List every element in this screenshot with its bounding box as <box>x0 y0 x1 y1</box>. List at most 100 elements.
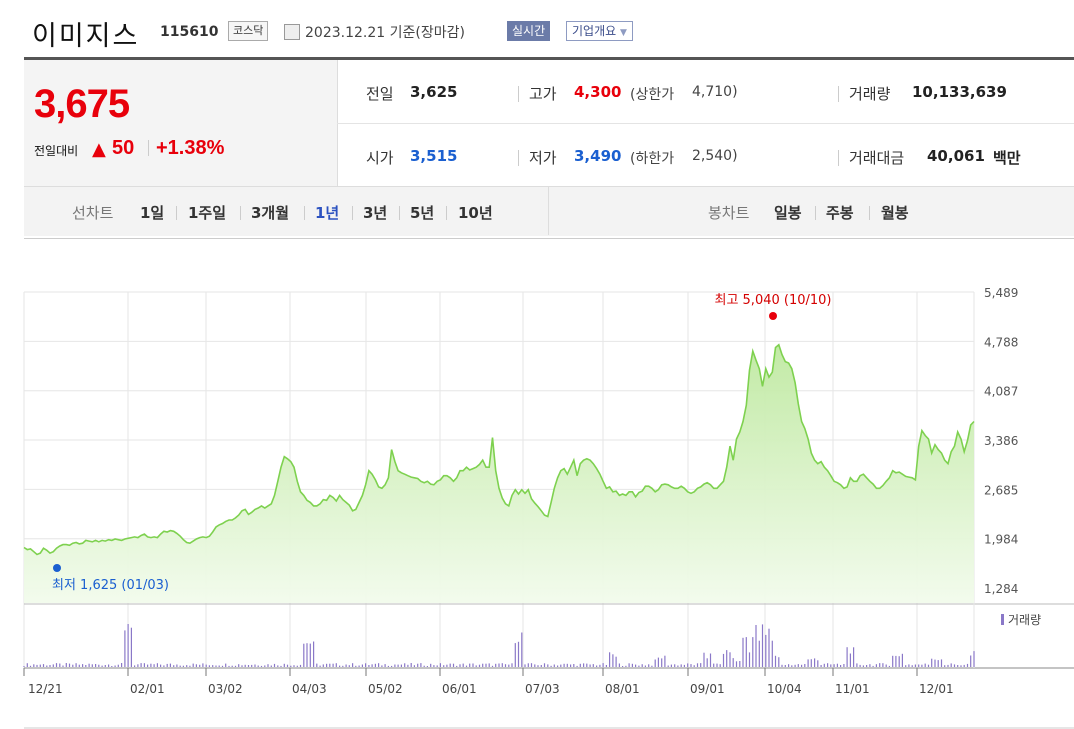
x-tick-label: 04/03 <box>292 682 327 696</box>
volume-bar <box>524 664 526 667</box>
volume-bar <box>508 664 510 667</box>
volume-bar <box>124 630 126 667</box>
period-3y[interactable]: 3년 <box>363 204 388 222</box>
x-tick-label: 07/03 <box>525 682 560 696</box>
volume-bar <box>579 663 581 667</box>
volume-bar <box>166 663 168 667</box>
volume-bar <box>801 664 803 667</box>
market-badge: 코스닥 <box>228 21 269 41</box>
volume-bar <box>316 663 318 667</box>
volume-bar <box>195 664 197 667</box>
volume-bar <box>313 641 315 667</box>
volume-bar <box>735 661 738 667</box>
volume-bar <box>153 664 155 667</box>
volume-bar <box>202 663 204 667</box>
volume-bar <box>820 665 822 667</box>
period-10y[interactable]: 10년 <box>458 204 493 222</box>
volume-bar <box>596 665 598 667</box>
volume-bar <box>26 663 28 667</box>
volume-bar <box>88 663 90 667</box>
period-1y[interactable]: 1년 <box>315 204 340 222</box>
volume-bar <box>55 663 58 667</box>
company-overview-button[interactable]: 기업개요 ▼ <box>566 21 633 41</box>
prev-close-value: 3,625 <box>410 83 458 101</box>
x-tick-label: 03/02 <box>208 682 243 696</box>
divider <box>352 206 353 220</box>
change-label: 전일대비 <box>34 144 79 158</box>
volume-bar <box>700 663 702 667</box>
volume-bar <box>387 665 389 667</box>
volume-bar <box>859 664 861 667</box>
volume-bar <box>771 640 773 667</box>
candle-monthly[interactable]: 월봉 <box>881 204 909 222</box>
volume-bar <box>667 665 669 667</box>
volume-bar <box>693 665 695 667</box>
volume-bar <box>846 647 848 667</box>
volume-bar <box>973 651 975 667</box>
volume-bar <box>683 664 685 667</box>
volume-bar <box>238 664 240 667</box>
volume-bar <box>339 665 341 667</box>
volume-bar <box>657 657 659 667</box>
y-axis-ticks: 5,489 4,788 4,087 3,386 2,685 1,984 1,284 <box>984 286 1018 596</box>
volume-bar <box>407 664 409 667</box>
volume-bar <box>748 652 751 667</box>
x-tick-label: 10/04 <box>767 682 802 696</box>
x-tick-label: 06/01 <box>442 682 477 696</box>
volume-bar <box>849 653 851 667</box>
volume-bar <box>111 666 113 667</box>
volume-bar <box>540 665 542 667</box>
volume-bar <box>394 664 396 667</box>
volume-bar <box>817 660 819 667</box>
volume-bar <box>488 663 490 667</box>
volume-bar <box>400 664 402 667</box>
x-tick-label: 12/21 <box>28 682 63 696</box>
volume-bar <box>543 663 546 667</box>
volume-legend: 거래량 <box>1008 613 1041 627</box>
volume-bar <box>290 665 292 667</box>
x-axis-ticks: 12/21 02/01 03/02 04/03 05/02 06/01 07/03 08/01… <box>23 668 954 696</box>
volume-bar <box>303 643 305 667</box>
stock-code: 115610 <box>160 24 219 40</box>
period-1d[interactable]: 1일 <box>140 204 165 222</box>
divider <box>838 150 839 166</box>
volume-bar <box>75 663 77 667</box>
volume-bar <box>143 663 145 667</box>
volume-bar <box>534 664 536 667</box>
volume-bar <box>46 665 48 667</box>
volume-bar <box>670 664 672 667</box>
volume-bar <box>612 654 614 667</box>
period-1w[interactable]: 1주일 <box>188 204 227 222</box>
volume-bar <box>761 624 764 667</box>
volume-bar <box>498 663 500 667</box>
change-percent: +1.38% <box>156 137 225 159</box>
volume-bar <box>446 664 448 667</box>
volume-bar <box>960 665 962 667</box>
volume-bar <box>716 663 718 667</box>
volume-bar <box>908 664 910 667</box>
low-label: 저가 <box>529 149 557 167</box>
volume-bar <box>553 664 555 667</box>
candle-daily[interactable]: 일봉 <box>774 204 802 222</box>
volume-bar <box>690 664 692 667</box>
volume-bar <box>827 663 829 667</box>
volume-bar <box>199 664 201 667</box>
volume-bar <box>371 664 373 667</box>
volume-bar <box>953 664 956 667</box>
upper-limit-value: 4,710) <box>692 84 738 100</box>
volume-bar <box>677 665 679 667</box>
period-5y[interactable]: 5년 <box>410 204 435 222</box>
volume-bar <box>36 664 38 667</box>
volume-bar <box>62 665 64 667</box>
period-3m[interactable]: 3개월 <box>251 204 290 222</box>
volume-bar <box>788 664 790 667</box>
volume-bar <box>322 664 324 667</box>
volume-bar <box>205 664 207 667</box>
volume-bar <box>49 665 51 667</box>
volume-bar <box>609 652 611 667</box>
volume-bar <box>179 665 181 667</box>
candle-weekly[interactable]: 주봉 <box>826 204 854 222</box>
volume-bar <box>615 656 617 667</box>
volume-bar <box>186 665 188 667</box>
realtime-button[interactable]: 실시간 <box>507 21 551 41</box>
